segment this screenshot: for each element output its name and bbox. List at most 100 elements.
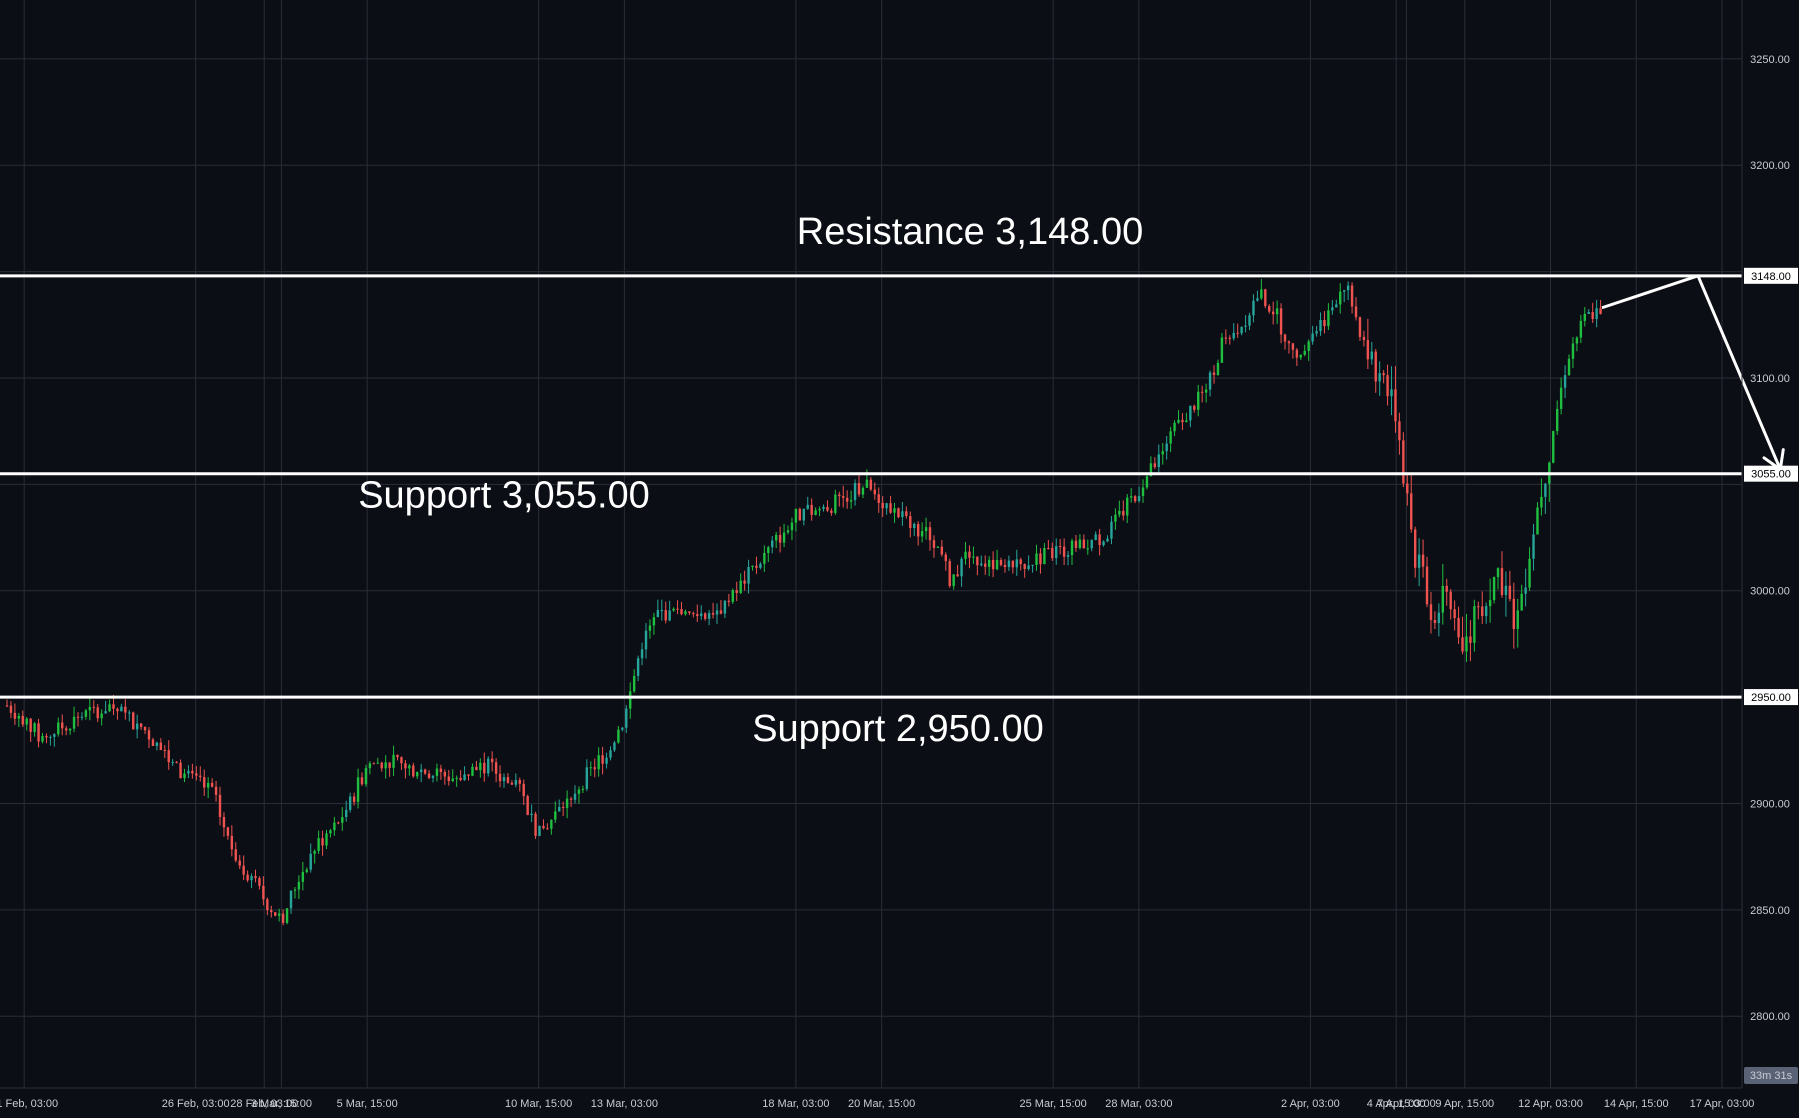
candle-body — [1559, 387, 1563, 409]
candle-body — [995, 559, 999, 570]
candle-body — [558, 807, 561, 812]
candle-body — [727, 600, 731, 602]
candle-body — [1488, 600, 1492, 607]
candle-body — [49, 736, 52, 738]
candle-body — [818, 509, 821, 511]
candle-body — [715, 610, 719, 615]
candle-body — [881, 502, 884, 509]
candle-body — [656, 610, 660, 618]
price-axis[interactable]: 3250.00 3200.00 3100.00 3000.00 2900.00 2850.… — [1750, 54, 1790, 1023]
candle-body — [29, 718, 32, 732]
candle — [751, 565, 754, 571]
candle-body — [830, 510, 833, 513]
candle — [1295, 347, 1299, 366]
candle-body — [960, 558, 963, 577]
candle — [550, 819, 553, 835]
candle-body — [632, 675, 636, 692]
candle-body — [5, 705, 9, 707]
candle-body — [518, 780, 521, 784]
candle — [672, 607, 675, 612]
candle — [1165, 435, 1168, 460]
candle-body — [842, 496, 845, 498]
candle — [530, 804, 533, 823]
candle-body — [605, 757, 608, 764]
candle — [1559, 377, 1563, 415]
candle — [1303, 344, 1306, 357]
candle — [767, 545, 770, 563]
candle — [427, 770, 431, 780]
candle-body — [1583, 313, 1586, 321]
candle-body — [1264, 289, 1267, 307]
candle — [285, 907, 289, 925]
candle — [759, 562, 762, 570]
level-price-badge-text: 2950.00 — [1751, 692, 1791, 704]
price-tick-label: 2800.00 — [1750, 1011, 1790, 1023]
candle — [609, 746, 612, 761]
candle-body — [262, 885, 265, 900]
candle — [1003, 559, 1007, 573]
candle-body — [1098, 534, 1101, 546]
candle — [356, 768, 360, 809]
candle-body — [806, 504, 809, 509]
candle — [1350, 282, 1354, 314]
candle-body — [1114, 514, 1117, 522]
candle — [1141, 479, 1145, 504]
candle — [857, 473, 861, 497]
candle — [1145, 474, 1149, 490]
candle-body — [368, 763, 372, 769]
candle — [1587, 309, 1590, 315]
candle — [487, 756, 490, 777]
candle-body — [467, 774, 470, 776]
candle — [317, 830, 320, 854]
candle — [684, 609, 687, 616]
candle — [1579, 315, 1583, 344]
candle — [845, 490, 849, 509]
candle — [861, 485, 865, 499]
candle-body — [771, 540, 774, 548]
candle-body — [1216, 362, 1220, 376]
candle-body — [751, 565, 754, 568]
candle-body — [1504, 585, 1508, 596]
candle-body — [853, 483, 857, 501]
candle-body — [447, 776, 450, 782]
candle-body — [684, 611, 687, 615]
candle-body — [1544, 483, 1547, 497]
candle — [976, 556, 979, 576]
candle-body — [337, 822, 340, 824]
candle-body — [932, 540, 936, 548]
candle-body — [416, 772, 419, 777]
candle — [656, 599, 660, 618]
candle-body — [45, 735, 48, 738]
candle — [352, 792, 356, 806]
candle-body — [1469, 636, 1472, 643]
candle-body — [502, 777, 506, 782]
candle-body — [1011, 560, 1015, 568]
candle-body — [759, 563, 762, 568]
time-tick-label: 20 Mar, 15:00 — [848, 1098, 915, 1110]
candle — [577, 786, 581, 804]
candle — [1402, 432, 1405, 488]
candle-body — [57, 722, 60, 735]
candle-body — [25, 718, 28, 725]
candle-body — [767, 547, 770, 553]
candle-body — [1169, 431, 1172, 444]
candle-body — [297, 881, 301, 890]
candle — [987, 556, 991, 577]
candle — [1007, 555, 1011, 571]
candle — [147, 727, 151, 748]
candle-body — [1268, 306, 1271, 312]
candle — [968, 545, 971, 569]
candle-body — [613, 742, 616, 751]
candle-body — [116, 708, 119, 712]
level-price-badge-box — [1744, 465, 1798, 482]
candle — [1256, 290, 1259, 302]
candle-body — [285, 908, 289, 923]
candle — [104, 700, 107, 714]
candle-body — [877, 494, 880, 503]
candle — [849, 490, 853, 509]
candle-body — [1043, 547, 1046, 565]
candle — [518, 777, 521, 792]
candle-body — [1398, 421, 1401, 441]
